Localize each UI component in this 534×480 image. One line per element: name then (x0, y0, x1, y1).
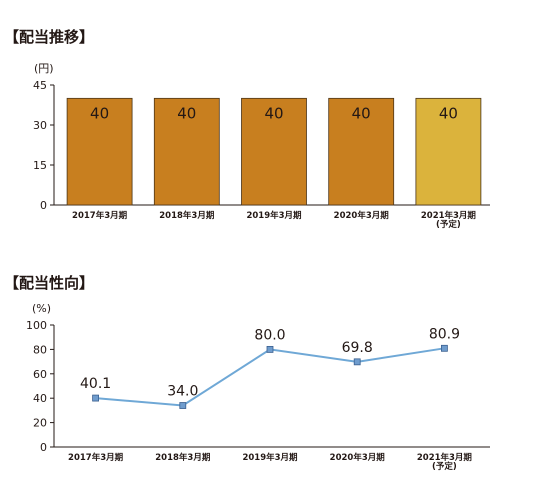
data-point-label: 69.8 (342, 340, 373, 356)
x-tick-label: 2021年3月期 (417, 452, 473, 463)
data-point-marker (92, 394, 99, 402)
x-tick-sublabel: (予定) (436, 219, 461, 230)
data-point-marker (266, 345, 274, 353)
data-point-label: 80.9 (429, 326, 460, 342)
y-tick-label: 100 (26, 319, 47, 332)
data-point-label: 40.1 (80, 376, 111, 392)
data-point-marker (179, 402, 187, 409)
bar (328, 97, 395, 206)
y-tick-label: 20 (33, 417, 47, 430)
y-tick-label: 0 (40, 199, 47, 212)
x-tick-sublabel: (予定) (432, 461, 457, 472)
bar (153, 97, 220, 206)
x-tick-label: 2019年3月期 (242, 452, 298, 463)
x-tick-label: 2018年3月期 (159, 210, 215, 221)
y-tick-label: 15 (33, 159, 47, 172)
data-point-marker (353, 358, 361, 366)
bar (415, 97, 482, 206)
bar (66, 97, 133, 206)
bar-value-label: 40 (90, 104, 109, 122)
data-point-label: 80.0 (254, 327, 285, 343)
bar-value-label: 40 (352, 104, 371, 122)
bar-value-label: 40 (439, 104, 458, 122)
bar-value-label: 40 (264, 104, 283, 122)
x-tick-label: 2021年3月期 (421, 210, 477, 221)
y-tick-label: 40 (33, 392, 47, 405)
dividend-history-title: 【配当推移】 (4, 28, 95, 46)
series-line (95, 347, 445, 407)
x-tick-label: 2017年3月期 (68, 452, 124, 463)
y-tick-label: 80 (33, 343, 47, 356)
payout-ratio-title: 【配当性向】 (4, 274, 95, 292)
y-axis-unit: (%) (32, 302, 51, 315)
bar-value-label: 40 (177, 104, 196, 122)
data-point-marker (440, 344, 448, 352)
y-axis-unit: (円) (34, 62, 54, 75)
y-tick-label: 45 (33, 79, 47, 92)
y-tick-label: 60 (33, 368, 47, 381)
y-tick-label: 0 (40, 441, 47, 454)
x-tick-label: 2017年3月期 (72, 210, 128, 221)
bar (241, 97, 307, 206)
x-tick-label: 2020年3月期 (330, 452, 386, 463)
x-tick-label: 2020年3月期 (334, 210, 390, 221)
y-tick-label: 30 (33, 119, 47, 132)
x-tick-label: 2019年3月期 (246, 210, 302, 221)
data-point-label: 34.0 (167, 384, 198, 400)
dividend-bar-chart: (円) 0 15 30 45 40 40 40 40 40 2017年3月期 2018年3月期 2019… (33, 62, 490, 230)
x-tick-label: 2018年3月期 (155, 452, 211, 463)
